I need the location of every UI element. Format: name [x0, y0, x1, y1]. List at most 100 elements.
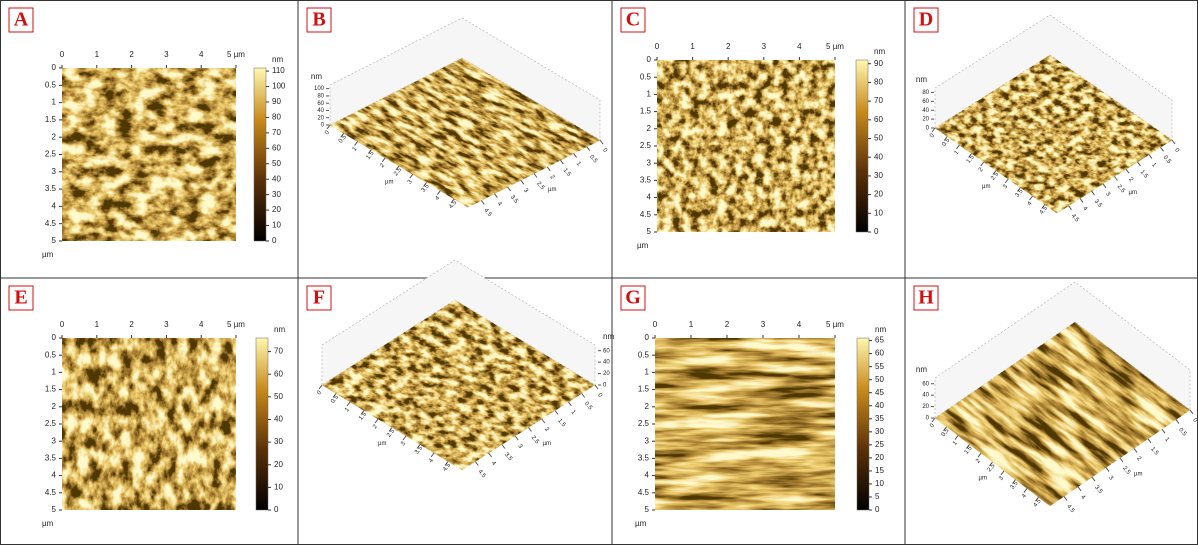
colorbar-tick-label: 0 [874, 227, 879, 236]
x-tick-label: 1 [689, 320, 694, 329]
z-unit: nm [916, 365, 927, 374]
colorbar-tick-label: 55 [875, 362, 884, 371]
axis-tick-label: 1 [954, 149, 961, 156]
colorbar-tick-label: 20 [274, 460, 283, 469]
axis-tick-label: 2.5 [530, 435, 540, 446]
axis-tick-label: 2.5 [393, 167, 403, 178]
axis-tick-label: 1.5 [358, 411, 368, 422]
colorbar-tick-label: 60 [274, 369, 283, 378]
x-tick-label: 4 [797, 320, 802, 329]
x-tick-label: 2 [726, 42, 731, 51]
axis-tick-label: 0 [1191, 417, 1198, 424]
y-tick-label: 2.5 [45, 150, 57, 159]
x-tick-label: 3 [762, 42, 767, 51]
axis-tick-label: 0.5 [338, 134, 348, 145]
axis-unit: µm [635, 519, 647, 528]
axis-tick [542, 419, 545, 423]
axis-tick-label: 0.5 [588, 154, 598, 165]
figure: 012345 µm00.511.522.533.544.55µmnm010203… [0, 0, 1198, 545]
colorbar-tick-label: 60 [875, 349, 884, 358]
afm-image [657, 60, 835, 232]
z-tick-label: 40 [317, 108, 324, 114]
axis-tick [1149, 155, 1152, 159]
y-tick-label: 3 [647, 158, 652, 167]
axis-tick-label: 2.5 [1116, 184, 1126, 195]
colorbar-tick-label: 0 [875, 505, 880, 514]
axis-tick-label: 3 [1002, 183, 1009, 190]
y-tick-label: 3 [645, 436, 650, 445]
colorbar-unit: nm [272, 55, 283, 64]
axis-tick-label: 0 [316, 389, 323, 396]
axis-tick [956, 145, 959, 149]
axis-tick-label: 3 [522, 188, 529, 195]
axis-tick [489, 453, 492, 457]
axis-tick [508, 187, 511, 191]
colorbar-tick-label: 50 [274, 392, 283, 401]
y-tick-label: 0 [52, 63, 57, 72]
axis-tick [1092, 191, 1095, 195]
axis-tick-label: 3 [400, 440, 407, 447]
axis-tick [981, 162, 984, 166]
panel-label: B [312, 9, 325, 31]
axis-tick-label: 0.5 [941, 137, 951, 148]
afm-image [62, 338, 236, 510]
y-tick-label: 1.5 [45, 115, 57, 124]
axis-tick [319, 385, 322, 389]
axis-tick [1176, 420, 1179, 424]
y-tick-label: 1 [645, 368, 650, 377]
axis-unit: µm [42, 519, 54, 528]
x-tick-label: 1 [95, 320, 100, 329]
axis-tick-label: 1.5 [562, 168, 572, 179]
y-tick-label: 2.5 [45, 419, 57, 428]
panel-label: H [918, 287, 934, 309]
z-tick-label: 20 [922, 404, 929, 410]
page: {"panels":[ {"label":"A","type":"2d","xt… [0, 0, 1198, 545]
axis-tick [1069, 206, 1072, 210]
colorbar-tick-label: 5 [875, 492, 880, 501]
axis-tick-label: 1.5 [556, 418, 566, 429]
panel-label: G [625, 287, 641, 309]
y-tick-label: 5 [52, 236, 57, 245]
y-tick-label: 1 [52, 98, 57, 107]
z-tick-label: 0 [926, 416, 930, 422]
axis-tick [1161, 147, 1164, 151]
x-tick-label: 3 [164, 320, 169, 329]
axis-tick [521, 180, 524, 184]
axis-tick-label: 1 [575, 161, 582, 168]
axis-tick [1106, 468, 1109, 472]
colorbar-tick-label: 10 [274, 482, 283, 491]
axis-tick-label: 1 [352, 146, 359, 153]
z-tick-label: 60 [603, 348, 610, 354]
axis-tick [568, 402, 571, 406]
colorbar [856, 60, 868, 232]
axis-tick-label: 2 [975, 458, 982, 465]
x-tick-label: 4 [199, 50, 204, 59]
y-tick-label: 3 [52, 167, 57, 176]
axis-tick [347, 402, 350, 406]
panel-label: F [313, 287, 325, 309]
colorbar-tick-label: 40 [874, 152, 883, 161]
axis-tick-label: 1.5 [1139, 169, 1149, 180]
colorbar [254, 68, 266, 241]
colorbar-tick-label: 70 [272, 128, 281, 137]
axis-tick-label: 0 [596, 392, 603, 399]
axis-tick [375, 419, 378, 423]
colorbar-tick-label: 30 [875, 427, 884, 436]
axis-unit: µm [1129, 190, 1137, 196]
x-tick-label: 0 [653, 320, 658, 329]
colorbar-tick-label: 60 [874, 115, 883, 124]
axis-tick-label: 3 [1107, 475, 1114, 482]
panel-label: E [14, 287, 27, 309]
colorbar-tick-label: 20 [272, 205, 281, 214]
axis-tick-label: 4.5 [442, 462, 452, 473]
axis-tick-label: 4.5 [1070, 213, 1080, 224]
axis-unit: µm [548, 187, 556, 193]
axis-tick-label: 1.5 [366, 150, 376, 161]
colorbar-tick-label: 50 [874, 134, 883, 143]
y-tick-label: 3.5 [640, 176, 652, 185]
y-tick-label: 0.5 [45, 350, 57, 359]
colorbar-unit: nm [875, 325, 886, 334]
y-tick-label: 2 [52, 132, 57, 141]
axis-tick [1103, 184, 1106, 188]
x-tick-label: 2 [725, 320, 730, 329]
